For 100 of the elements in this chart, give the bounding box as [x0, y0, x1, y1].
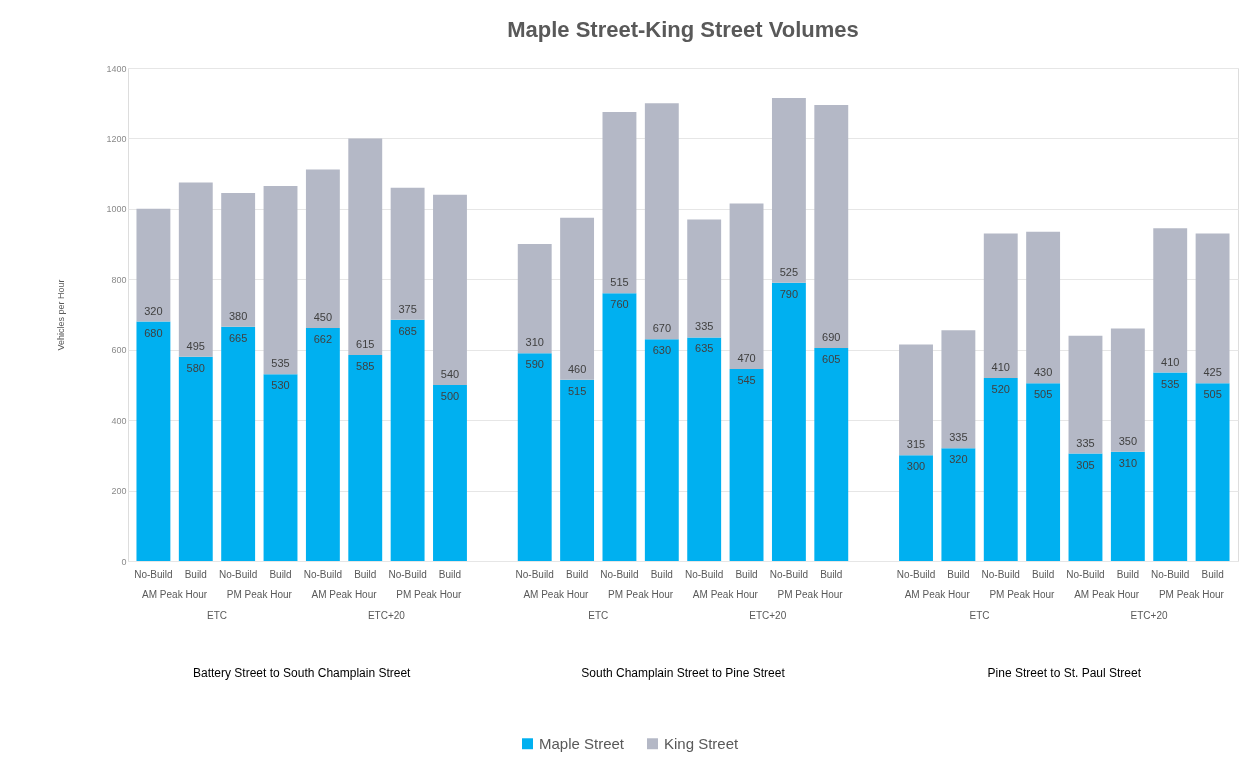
- data-label: 320: [949, 453, 968, 466]
- data-label: 335: [695, 320, 714, 333]
- data-label: 540: [440, 367, 460, 380]
- y-tick-label: 1200: [106, 133, 127, 144]
- x-tick-label: Build: [184, 569, 207, 580]
- text: ETC: [206, 610, 227, 621]
- x-tick-label: Build: [1031, 569, 1055, 580]
- text: PM Peak Hour: [1158, 589, 1225, 600]
- y-tick-label: 1400: [106, 63, 127, 74]
- text: ETC: [969, 610, 990, 621]
- text: AM Peak Hour: [904, 589, 971, 600]
- text: PM Peak Hour: [226, 589, 293, 600]
- data-label: 410: [991, 360, 1010, 373]
- data-label: 545: [737, 374, 756, 387]
- x-tick-label: No-Build: [769, 569, 809, 580]
- data-label: 335: [949, 431, 968, 444]
- data-label: 790: [779, 287, 799, 300]
- text: Pine Street to St. Paul Street: [987, 666, 1142, 680]
- text: ETC+20: [367, 610, 406, 621]
- y-tick-label: 1000: [106, 204, 127, 215]
- data-label: 500: [440, 389, 460, 402]
- data-label: 470: [737, 352, 756, 365]
- x-tick-label: Build: [820, 569, 843, 580]
- data-label: 530: [271, 379, 290, 392]
- data-label: 310: [1118, 456, 1138, 469]
- chart-title: Maple Street-King Street Volumes: [507, 17, 859, 42]
- x-tick-label: No-Build: [896, 569, 936, 580]
- x-tick-label: No-Build: [515, 569, 554, 580]
- x-tick-label: Build: [565, 569, 589, 580]
- data-label: 760: [610, 298, 629, 311]
- y-tick-label: 800: [111, 274, 127, 285]
- data-label: 525: [779, 265, 799, 278]
- text: AM Peak Hour: [142, 589, 208, 600]
- text: AM Peak Hour: [523, 589, 590, 600]
- x-tick-label: No-Build: [1066, 569, 1105, 580]
- data-label: 685: [398, 324, 417, 337]
- data-label: 665: [228, 331, 248, 344]
- x-tick-label: Build: [1201, 569, 1224, 580]
- data-label: 605: [822, 352, 841, 365]
- data-label: 630: [652, 344, 671, 357]
- y-tick-label: 400: [111, 415, 127, 426]
- x-tick-label: Build: [650, 569, 673, 580]
- x-tick-label: Build: [735, 569, 758, 580]
- text: PM Peak Hour: [396, 589, 462, 600]
- x-tick-label: No-Build: [1151, 569, 1190, 580]
- x-tick-label: No-Build: [134, 569, 173, 580]
- data-label: 535: [271, 357, 290, 370]
- data-label: 450: [313, 310, 333, 323]
- data-label: 662: [313, 332, 333, 345]
- data-label: 690: [822, 330, 841, 343]
- y-tick-label: 0: [121, 556, 127, 567]
- data-label: 315: [906, 438, 926, 451]
- data-label: 515: [610, 276, 629, 289]
- data-label: 380: [228, 309, 248, 322]
- text: PM Peak Hour: [989, 589, 1056, 600]
- data-label: 590: [525, 358, 544, 371]
- data-label: 410: [1161, 355, 1180, 368]
- text: AM Peak Hour: [1074, 589, 1140, 600]
- text: PM Peak Hour: [777, 589, 844, 600]
- x-tick-label: Build: [947, 569, 970, 580]
- data-label: 300: [906, 460, 926, 473]
- data-label: 305: [1076, 458, 1095, 471]
- legend-label: Maple Street: [539, 734, 625, 752]
- x-tick-label: Build: [354, 569, 377, 580]
- data-label: 670: [652, 322, 671, 335]
- x-tick-label: No-Build: [388, 569, 427, 580]
- data-label: 515: [567, 384, 587, 397]
- data-label: 520: [991, 382, 1010, 395]
- text: ETC+20: [749, 610, 787, 621]
- data-label: 505: [1033, 388, 1053, 401]
- x-tick-label: Build: [269, 569, 292, 580]
- data-label: 335: [1076, 436, 1095, 449]
- data-label: 320: [144, 304, 163, 317]
- data-label: 310: [525, 336, 544, 349]
- data-label: 580: [186, 361, 205, 374]
- data-label: 425: [1203, 366, 1222, 379]
- data-label: 615: [356, 338, 375, 350]
- x-tick-label: No-Build: [600, 569, 639, 580]
- x-tick-label: No-Build: [218, 569, 258, 580]
- text: AM Peak Hour: [692, 589, 759, 600]
- data-label: 535: [1161, 377, 1180, 390]
- data-label: 585: [356, 360, 375, 372]
- legend-label: King Street: [664, 734, 740, 752]
- data-label: 680: [144, 326, 163, 339]
- text: South Champlain Street to Pine Street: [581, 666, 786, 680]
- y-axis-title: Vehicles per Hour: [56, 279, 67, 351]
- text: ETC: [588, 610, 609, 621]
- data-label: 635: [695, 342, 714, 355]
- y-tick-label: 600: [111, 345, 127, 356]
- text: Battery Street to South Champlain Street: [192, 666, 412, 680]
- text: ETC+20: [1130, 610, 1168, 621]
- x-tick-label: No-Build: [981, 569, 1020, 580]
- text: AM Peak Hour: [311, 589, 378, 600]
- data-label: 505: [1203, 388, 1222, 401]
- data-label: 375: [398, 302, 417, 315]
- x-tick-label: No-Build: [303, 569, 343, 580]
- data-label: 495: [186, 339, 205, 352]
- y-tick-label: 200: [111, 486, 127, 497]
- x-tick-label: Build: [1116, 569, 1139, 580]
- x-tick-label: Build: [438, 569, 462, 580]
